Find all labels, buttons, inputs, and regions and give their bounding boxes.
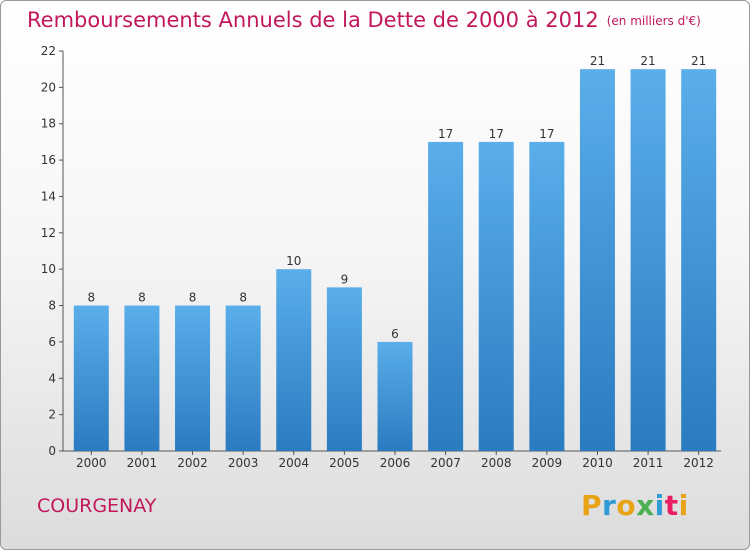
y-tick-label: 18 bbox=[41, 117, 56, 131]
logo-letter: i bbox=[678, 489, 689, 522]
x-tick-label: 2010 bbox=[582, 456, 613, 470]
bar bbox=[225, 305, 261, 451]
x-tick-label: 2002 bbox=[177, 456, 208, 470]
bar bbox=[73, 305, 109, 451]
bar-value-label: 6 bbox=[391, 327, 399, 341]
x-tick-label: 2008 bbox=[481, 456, 512, 470]
x-tick-label: 2012 bbox=[683, 456, 714, 470]
y-tick-label: 12 bbox=[41, 226, 56, 240]
bar bbox=[529, 141, 565, 451]
bar-value-label: 9 bbox=[341, 272, 349, 286]
y-tick-label: 0 bbox=[48, 444, 56, 458]
logo-letter: r bbox=[602, 489, 617, 522]
x-tick-label: 2009 bbox=[532, 456, 563, 470]
bar-value-label: 10 bbox=[286, 254, 301, 268]
x-tick-label: 2004 bbox=[278, 456, 309, 470]
y-tick-label: 14 bbox=[41, 189, 56, 203]
y-tick-label: 2 bbox=[48, 408, 56, 422]
bar-value-label: 21 bbox=[640, 54, 655, 68]
bar bbox=[681, 69, 717, 451]
x-tick-label: 2007 bbox=[430, 456, 461, 470]
bar bbox=[428, 141, 464, 451]
bar-value-label: 17 bbox=[438, 127, 453, 141]
x-tick-label: 2006 bbox=[380, 456, 411, 470]
unit-note: (en milliers d'€) bbox=[606, 14, 701, 28]
x-tick-label: 2000 bbox=[76, 456, 107, 470]
logo-letter: x bbox=[636, 489, 655, 522]
y-tick-label: 22 bbox=[41, 44, 56, 58]
bar-value-label: 8 bbox=[87, 291, 95, 305]
logo-letter: o bbox=[616, 489, 637, 522]
y-tick-label: 8 bbox=[48, 299, 56, 313]
title-text: Remboursements Annuels de la Dette de 20… bbox=[27, 8, 599, 32]
logo-letter: P bbox=[581, 489, 603, 522]
bar-value-label: 8 bbox=[239, 291, 247, 305]
bar bbox=[175, 305, 211, 451]
bar-value-label: 21 bbox=[590, 54, 605, 68]
bar bbox=[478, 141, 514, 451]
town-name: COURGENAY bbox=[37, 495, 157, 517]
bar-value-label: 17 bbox=[539, 127, 554, 141]
logo-letter: t bbox=[664, 489, 679, 522]
bar bbox=[124, 305, 160, 451]
y-tick-label: 16 bbox=[41, 153, 56, 167]
bar-value-label: 8 bbox=[189, 291, 197, 305]
y-tick-label: 10 bbox=[41, 262, 56, 276]
x-tick-label: 2005 bbox=[329, 456, 360, 470]
y-tick-label: 4 bbox=[48, 371, 56, 385]
bar bbox=[630, 69, 666, 451]
chart-title: Remboursements Annuels de la Dette de 20… bbox=[27, 8, 701, 32]
bar-value-label: 17 bbox=[489, 127, 504, 141]
y-tick-label: 6 bbox=[48, 335, 56, 349]
x-tick-label: 2001 bbox=[127, 456, 158, 470]
x-tick-label: 2011 bbox=[633, 456, 664, 470]
bar bbox=[276, 269, 312, 451]
bar bbox=[326, 287, 362, 451]
bar bbox=[377, 341, 413, 451]
proxiti-logo: Proxiti bbox=[581, 489, 689, 522]
x-tick-label: 2003 bbox=[228, 456, 259, 470]
y-tick-label: 20 bbox=[41, 80, 56, 94]
bar-value-label: 8 bbox=[138, 291, 146, 305]
bar bbox=[579, 69, 615, 451]
bar-value-label: 21 bbox=[691, 54, 706, 68]
logo-letter: i bbox=[654, 489, 665, 522]
